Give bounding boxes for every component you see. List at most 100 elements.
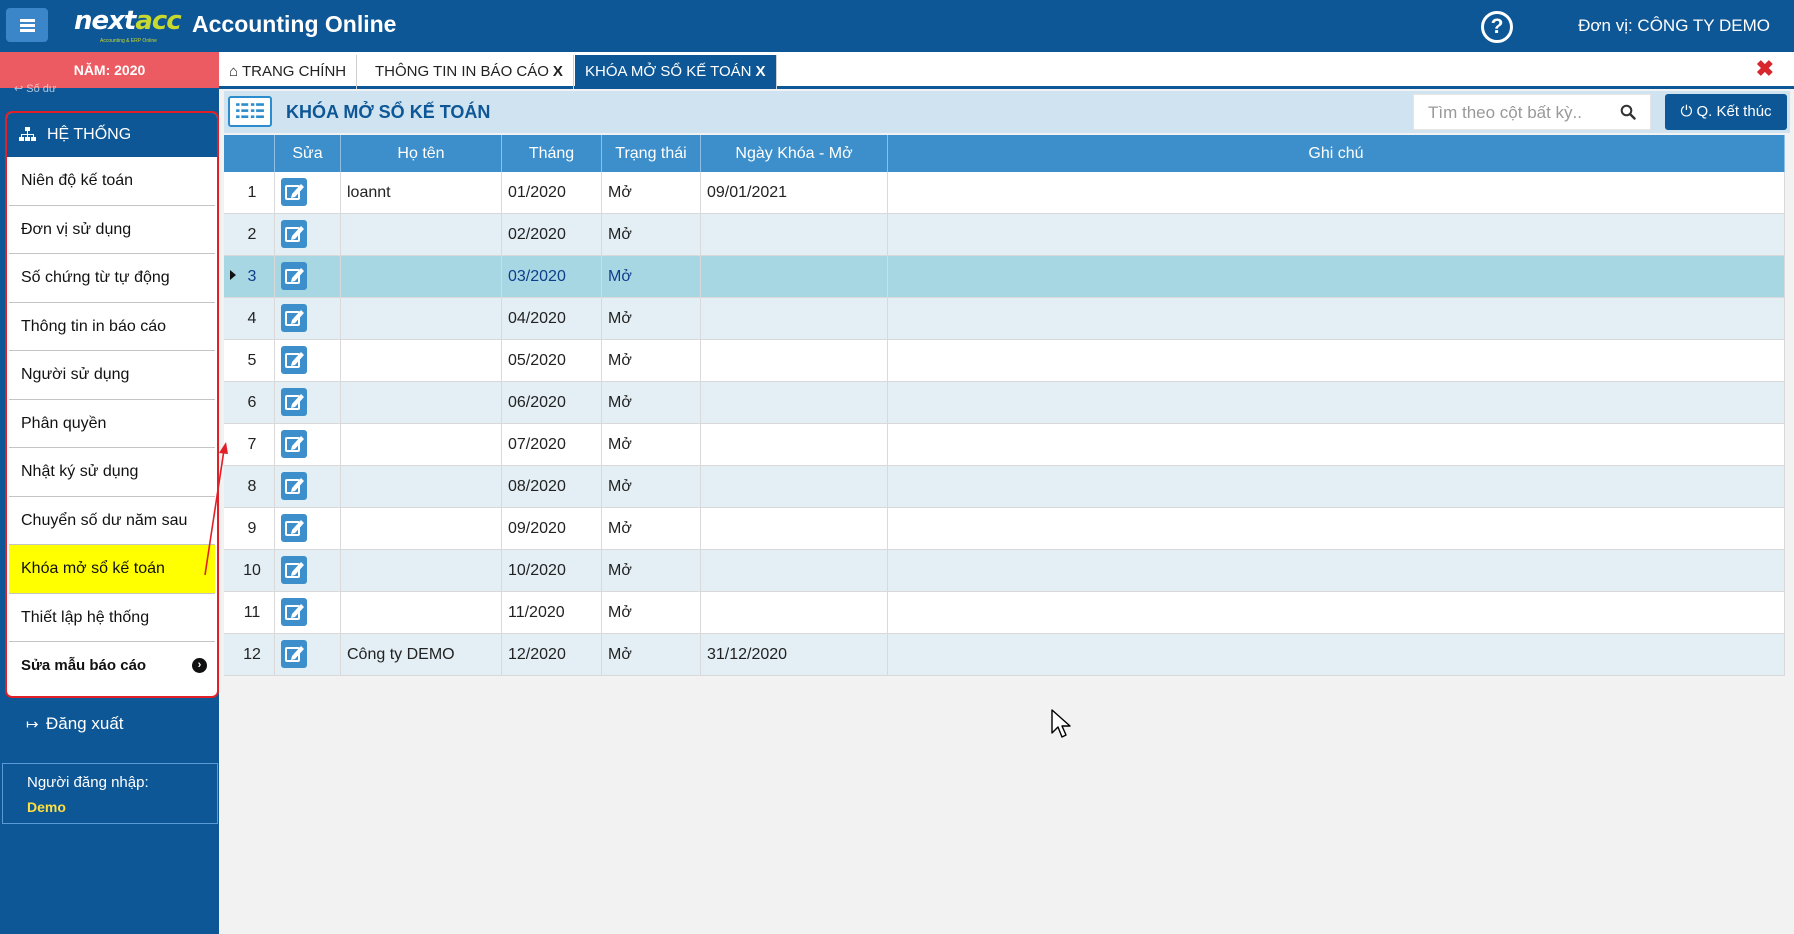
menu-item-business-unit[interactable]: Đơn vị sử dụng xyxy=(9,205,215,254)
cell-name xyxy=(341,298,502,339)
table-body: 1 loannt 01/2020 Mở 09/01/2021 2 02/2020 Mở 3 03/… xyxy=(224,172,1785,676)
tab-home[interactable]: ⌂ TRANG CHÍNH xyxy=(219,55,358,89)
menu-item-report-print-info[interactable]: Thông tin in báo cáo xyxy=(9,302,215,351)
cell-lock-date xyxy=(701,466,888,507)
hamburger-menu-button[interactable] xyxy=(6,8,48,42)
cell-name xyxy=(341,214,502,255)
logo-tagline: Accounting & ERP Online xyxy=(100,38,157,44)
table-row[interactable]: 12 Công ty DEMO 12/2020 Mở 31/12/2020 xyxy=(224,634,1785,676)
menu-item-users[interactable]: Người sử dụng xyxy=(9,351,215,400)
tab-report-print-info[interactable]: THÔNG TIN IN BÁO CÁO X xyxy=(365,55,574,89)
hamburger-icon-line xyxy=(20,24,35,27)
cell-month: 02/2020 xyxy=(502,214,602,255)
cell-no: 10 xyxy=(224,550,275,591)
table-row[interactable]: 6 06/2020 Mở xyxy=(224,382,1785,424)
cell-edit xyxy=(275,298,341,339)
cell-lock-date xyxy=(701,340,888,381)
cell-lock-date xyxy=(701,424,888,465)
cell-name xyxy=(341,424,502,465)
close-all-tabs-icon[interactable]: ✖ xyxy=(1755,56,1774,81)
edit-icon xyxy=(285,520,304,536)
edit-icon xyxy=(285,394,304,410)
menu-item-edit-report-template[interactable]: Sửa mẫu báo cáo › xyxy=(9,642,215,691)
search-icon[interactable] xyxy=(1620,104,1636,120)
cell-lock-date xyxy=(701,382,888,423)
edit-button[interactable] xyxy=(281,220,307,248)
table-row[interactable]: 8 08/2020 Mở xyxy=(224,466,1785,508)
col-header-note[interactable]: Ghi chú xyxy=(888,135,1785,172)
menu-item-lock-books[interactable]: Khóa mở sổ kế toán xyxy=(9,545,215,594)
search-input[interactable] xyxy=(1414,95,1630,131)
menu-item-usage-log[interactable]: Nhật ký sử dụng xyxy=(9,448,215,497)
cell-edit xyxy=(275,214,341,255)
login-info: Người đăng nhập: Demo xyxy=(2,763,218,824)
edit-button[interactable] xyxy=(281,304,307,332)
login-user: Demo xyxy=(27,799,66,815)
year-badge[interactable]: NĂM: 2020 ↩ Số dư xyxy=(0,52,219,95)
nextacc-logo[interactable]: nextacc Accounting & ERP Online xyxy=(74,6,182,44)
end-button[interactable]: ⏻ Q. Kết thúc xyxy=(1665,94,1787,130)
menu-item-system-settings[interactable]: Thiết lập hệ thống xyxy=(9,593,215,642)
edit-button[interactable] xyxy=(281,598,307,626)
edit-button[interactable] xyxy=(281,262,307,290)
top-bar: nextacc Accounting & ERP Online Accounti… xyxy=(0,0,1794,52)
table-row[interactable]: 9 09/2020 Mở xyxy=(224,508,1785,550)
edit-icon xyxy=(285,562,304,578)
tab-close-button[interactable]: X xyxy=(552,63,563,80)
edit-button[interactable] xyxy=(281,640,307,668)
cell-month: 03/2020 xyxy=(502,256,602,297)
list-icon xyxy=(228,96,272,127)
system-menu-header[interactable]: HỆ THỐNG xyxy=(7,113,217,157)
cell-note xyxy=(888,634,1785,675)
cell-no: 1 xyxy=(224,172,275,213)
menu-item-fiscal-year[interactable]: Niên độ kế toán xyxy=(9,157,215,206)
cell-month: 04/2020 xyxy=(502,298,602,339)
tab-close-button[interactable]: X xyxy=(755,63,766,80)
cell-name xyxy=(341,382,502,423)
edit-button[interactable] xyxy=(281,430,307,458)
tab-lock-books[interactable]: KHÓA MỞ SỔ KẾ TOÁN X xyxy=(575,55,777,89)
cell-name: Công ty DEMO xyxy=(341,634,502,675)
edit-button[interactable] xyxy=(281,388,307,416)
logout-link[interactable]: ↦ Đăng xuất xyxy=(26,714,124,733)
cell-lock-date xyxy=(701,550,888,591)
col-header-month[interactable]: Tháng xyxy=(502,135,602,172)
table-row[interactable]: 3 03/2020 Mở xyxy=(224,256,1785,298)
edit-button[interactable] xyxy=(281,346,307,374)
cell-name xyxy=(341,508,502,549)
table-row[interactable]: 1 loannt 01/2020 Mở 09/01/2021 xyxy=(224,172,1785,214)
current-row-indicator-icon xyxy=(230,270,236,280)
col-header-status[interactable]: Trạng thái xyxy=(602,135,701,172)
lock-books-table: Sửa Họ tên Tháng Trạng thái Ngày Khóa - … xyxy=(224,135,1785,676)
table-row[interactable]: 4 04/2020 Mở xyxy=(224,298,1785,340)
edit-button[interactable] xyxy=(281,556,307,584)
table-row[interactable]: 10 10/2020 Mở xyxy=(224,550,1785,592)
col-header-lock-date[interactable]: Ngày Khóa - Mở xyxy=(701,135,888,172)
cell-status: Mở xyxy=(602,550,701,591)
menu-item-carry-forward-balance[interactable]: Chuyển số dư năm sau xyxy=(9,496,215,545)
cell-note xyxy=(888,550,1785,591)
edit-button[interactable] xyxy=(281,472,307,500)
col-header-name[interactable]: Họ tên xyxy=(341,135,502,172)
menu-item-permissions[interactable]: Phân quyền xyxy=(9,399,215,448)
cell-no: 3 xyxy=(224,256,275,297)
col-header-no[interactable] xyxy=(224,135,275,172)
edit-icon xyxy=(285,604,304,620)
edit-button[interactable] xyxy=(281,514,307,542)
cell-month: 09/2020 xyxy=(502,508,602,549)
col-header-edit[interactable]: Sửa xyxy=(275,135,341,172)
help-icon[interactable]: ? xyxy=(1481,11,1513,43)
table-row[interactable]: 2 02/2020 Mở xyxy=(224,214,1785,256)
cell-lock-date: 31/12/2020 xyxy=(701,634,888,675)
cell-note xyxy=(888,424,1785,465)
menu-item-auto-voucher-number[interactable]: Số chứng từ tự động xyxy=(9,254,215,303)
table-row[interactable]: 11 11/2020 Mở xyxy=(224,592,1785,634)
cell-no: 5 xyxy=(224,340,275,381)
cell-status: Mở xyxy=(602,634,701,675)
cell-month: 01/2020 xyxy=(502,172,602,213)
mouse-cursor-icon xyxy=(1051,709,1071,738)
tab-bar: ⌂ TRANG CHÍNH THÔNG TIN IN BÁO CÁO X KHÓA… xyxy=(219,52,1794,89)
table-row[interactable]: 5 05/2020 Mở xyxy=(224,340,1785,382)
table-row[interactable]: 7 07/2020 Mở xyxy=(224,424,1785,466)
edit-button[interactable] xyxy=(281,178,307,206)
